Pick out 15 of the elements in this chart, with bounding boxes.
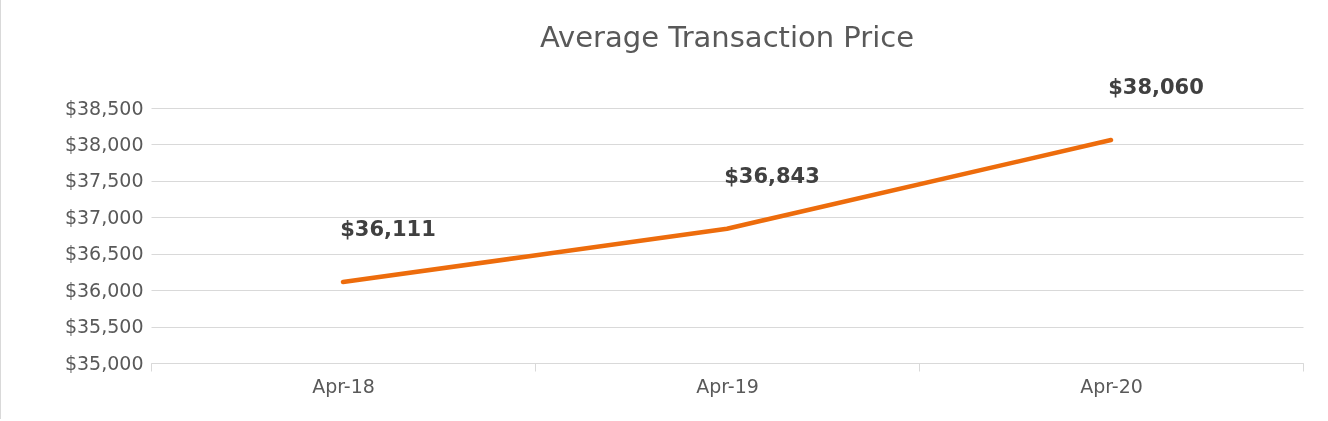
y-tick-label: $35,000 xyxy=(64,351,144,374)
x-tick-label: Apr-18 xyxy=(312,374,375,397)
y-tick-label: $38,000 xyxy=(64,132,144,155)
chart-title: Average Transaction Price xyxy=(539,20,915,55)
y-tick-label: $35,500 xyxy=(64,315,144,338)
y-tick-label: $36,500 xyxy=(64,242,144,265)
y-tick-label: $38,500 xyxy=(64,96,144,119)
y-tick-label: $36,000 xyxy=(64,278,144,301)
x-tick-label: Apr-19 xyxy=(696,374,759,397)
y-tick-label: $37,000 xyxy=(64,205,144,228)
data-label: $38,060 xyxy=(1108,75,1204,100)
data-label: $36,111 xyxy=(340,217,436,242)
y-tick-label: $37,500 xyxy=(64,169,144,192)
x-tick-label: Apr-20 xyxy=(1080,374,1143,397)
data-label: $36,843 xyxy=(724,163,820,188)
